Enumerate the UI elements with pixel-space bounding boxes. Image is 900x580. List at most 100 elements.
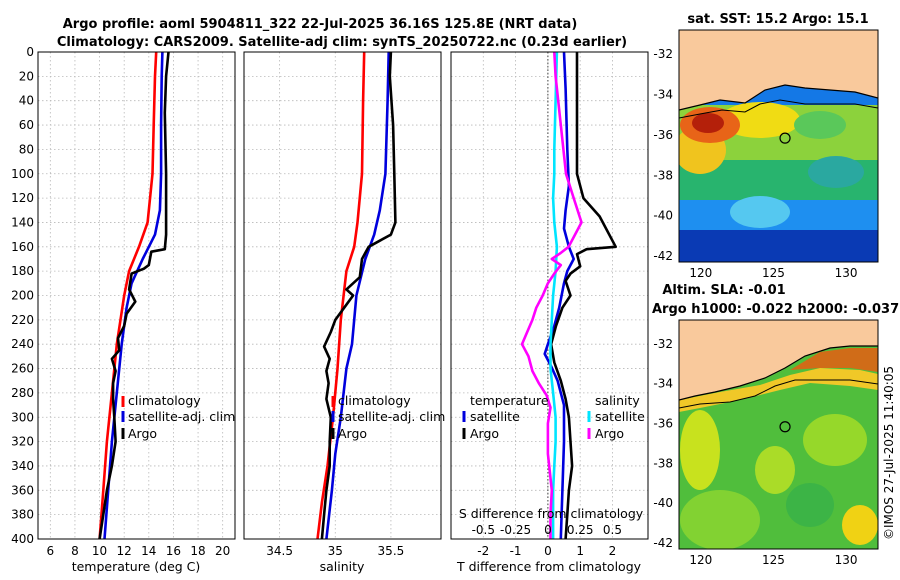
sst-map-title: sat. SST: 15.2 Argo: 15.1	[687, 12, 868, 27]
legend-climatology-label: climatology	[128, 393, 201, 408]
argo-position-marker	[779, 421, 791, 433]
sst-hot-core	[692, 113, 724, 133]
depth-tick-label: 60	[19, 118, 34, 132]
depth-tick-label: 400	[11, 532, 34, 546]
x-tick-label: 35	[328, 544, 343, 558]
sst-coastline	[679, 84, 878, 111]
s-difference-tick-label: 0.25	[567, 523, 594, 537]
s-difference-xlabel: S difference from climatology	[459, 506, 644, 521]
profile-line-satellite-adj-clim	[325, 52, 391, 539]
sst-map-panel: sat. SST: 15.2 Argo: 15.1 -32 -34 -36 -38 -4…	[653, 12, 879, 280]
legend-argo-label: Argo	[128, 426, 157, 441]
s-difference-tick-label: 0.5	[603, 523, 622, 537]
sla-patch	[755, 446, 795, 494]
difference-line-temperature-satellite	[543, 52, 576, 539]
depth-tick-label: 200	[11, 289, 34, 303]
x-tick-label: 1	[576, 544, 584, 558]
altimetry-land	[679, 320, 878, 400]
difference-lines	[520, 52, 618, 539]
altimetry-map-image	[679, 320, 878, 549]
legend-s-argo-label: Argo	[595, 426, 624, 441]
legend-s-satellite-label: satellite	[595, 409, 645, 424]
altimetry-coastline	[679, 345, 878, 401]
x-tick-label: 20	[215, 544, 230, 558]
difference-axes-frame	[450, 51, 649, 540]
s-difference-tick-label: -0.25	[500, 523, 531, 537]
s-difference-tick-label: 0	[544, 523, 552, 537]
lat-tick-label: -42	[653, 249, 673, 263]
altimetry-map-title: Altim. SLA: -0.01	[662, 283, 785, 298]
x-tick-label: -2	[477, 544, 489, 558]
lat-tick-label: -36	[653, 128, 673, 142]
profile-line-climatology	[98, 52, 158, 539]
s-difference-tick-label: -0.5	[472, 523, 495, 537]
lat-tick-label: -32	[653, 47, 673, 61]
sst-cold-band	[679, 225, 878, 262]
x-tick-label: 8	[71, 544, 79, 558]
salinity-xlabel: salinity	[320, 559, 365, 574]
lon-tick-label: 125	[762, 553, 785, 567]
argo-position-marker	[779, 132, 791, 144]
sst-eddy	[730, 196, 790, 228]
profile-line-argo	[98, 52, 170, 539]
temperature-grid	[38, 51, 235, 540]
x-tick-label: 34.5	[266, 544, 293, 558]
lat-tick-label: -40	[653, 209, 673, 223]
difference-line-salinity-argo	[520, 52, 583, 539]
depth-tick-label: 260	[11, 362, 34, 376]
sla-patch	[680, 410, 720, 490]
depth-tick-label: 100	[11, 167, 34, 181]
salinity-legend: climatology satellite-adj. clim Argo	[331, 393, 445, 441]
x-tick-label: 16	[166, 544, 181, 558]
profile-line-argo	[320, 52, 397, 539]
depth-tick-label: 280	[11, 386, 34, 400]
sst-eddy	[808, 156, 864, 188]
sst-map-frame	[678, 29, 879, 263]
sst-map-image	[679, 30, 878, 262]
sla-patch	[842, 505, 878, 545]
legend-satellite-clim-label: satellite-adj. clim	[128, 409, 235, 424]
lon-tick-label: 130	[835, 553, 858, 567]
altimetry-map-frame	[678, 319, 879, 550]
temperature-lines	[98, 52, 170, 539]
sla-patch	[803, 414, 867, 466]
sst-shelf-contour	[679, 99, 878, 119]
lat-tick-label: -34	[653, 88, 673, 102]
sst-eddy	[794, 111, 846, 139]
x-tick-label: 6	[46, 544, 54, 558]
depth-tick-label: 320	[11, 435, 34, 449]
x-tick-label: 12	[117, 544, 132, 558]
depth-tick-label: 340	[11, 459, 34, 473]
x-tick-label: 14	[141, 544, 156, 558]
x-tick-label: 2	[609, 544, 617, 558]
depth-tick-label: 180	[11, 264, 34, 278]
altimetry-lon-labels: 120 125 130	[689, 553, 857, 567]
lat-tick-label: -38	[653, 168, 673, 182]
depth-tick-label: 40	[19, 94, 34, 108]
legend-climatology-label: climatology	[338, 393, 411, 408]
depth-tick-label: 220	[11, 313, 34, 327]
x-tick-label: 10	[92, 544, 107, 558]
x-tick-label: 35.5	[378, 544, 405, 558]
difference-line-salinity-satellite	[549, 52, 559, 539]
lat-tick-label: -42	[653, 536, 673, 550]
depth-tick-label: 120	[11, 191, 34, 205]
altimetry-map-panel: Altim. SLA: -0.01 Argo h1000: -0.022 h20…	[652, 283, 899, 567]
legend-argo-label: Argo	[338, 426, 367, 441]
x-tick-label: 18	[190, 544, 205, 558]
temperature-axes-frame	[37, 51, 236, 540]
temperature-panel: 0 20 40 60 80 100 120 140 160 180 200 220 240 260 280 3…	[11, 45, 236, 574]
sst-land	[679, 30, 878, 110]
sla-patch	[786, 483, 834, 527]
lat-tick-label: -32	[653, 337, 673, 351]
depth-tick-label: 20	[19, 69, 34, 83]
lon-tick-label: 125	[762, 266, 785, 280]
difference-legend: temperature satellite Argo salinity sate…	[462, 393, 645, 441]
difference-line-temperature-argo	[549, 52, 618, 539]
depth-tick-labels: 0 20 40 60 80 100 120 140 160 180 200 220 240 260 280 3…	[11, 45, 34, 546]
s-difference-tick-labels: -0.5 -0.25 0 0.25 0.5	[472, 523, 622, 537]
imos-watermark: ©IMOS 27-Jul-2025 11:40:05	[882, 366, 896, 540]
lon-tick-label: 120	[689, 553, 712, 567]
depth-tick-label: 360	[11, 483, 34, 497]
